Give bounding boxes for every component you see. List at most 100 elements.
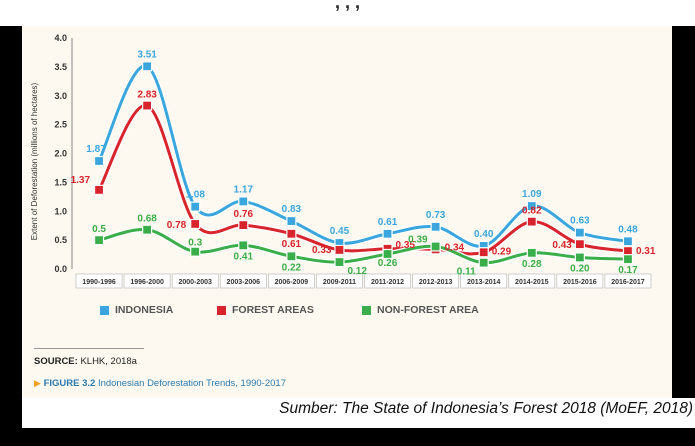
figure-number: FIGURE 3.2 xyxy=(43,378,96,389)
y-tick-label: 0.0 xyxy=(54,264,67,274)
data-label-indonesia: 3.51 xyxy=(137,49,157,60)
data-point-forest xyxy=(142,100,153,111)
data-label-indonesia: 0.45 xyxy=(330,226,350,237)
data-point-nonforest xyxy=(190,246,201,257)
legend-label-nonforest: NON-FOREST AREA xyxy=(377,304,479,316)
legend-swatch-forest xyxy=(217,305,226,315)
figure-panel: Extent of Deforestation (millions of hec… xyxy=(22,26,672,398)
data-point-indonesia xyxy=(93,155,105,167)
data-label-indonesia: 0.83 xyxy=(282,204,302,215)
data-label-indonesia: 0.63 xyxy=(570,216,590,227)
x-tick-box xyxy=(604,273,652,289)
data-label-indonesia: 0.61 xyxy=(378,217,398,228)
data-label-nonforest: 0.26 xyxy=(378,258,398,269)
data-label-nonforest: 0.41 xyxy=(234,251,254,262)
data-point-forest xyxy=(478,247,489,258)
y-tick-label: 3.0 xyxy=(54,91,67,101)
y-tick-label: 0.5 xyxy=(54,235,67,245)
data-label-forest: 1.37 xyxy=(71,175,91,186)
data-label-forest: 2.83 xyxy=(137,90,157,101)
x-tick-box xyxy=(316,273,363,289)
bottom-bar xyxy=(0,428,695,446)
data-point-forest xyxy=(334,244,345,256)
x-tick-box xyxy=(267,273,315,289)
data-label-indonesia: 1.87 xyxy=(86,144,106,155)
legend-item-nonforest: NON-FOREST AREA xyxy=(362,304,479,316)
data-point-forest xyxy=(190,218,201,230)
data-label-nonforest: 0.3 xyxy=(188,238,202,249)
data-label-indonesia: 1.09 xyxy=(522,189,542,200)
x-tick-box xyxy=(123,273,171,289)
y-tick-label: 2.0 xyxy=(54,149,67,159)
x-tick-box xyxy=(75,273,123,289)
data-label-forest: 0.82 xyxy=(522,206,542,217)
data-point-indonesia xyxy=(622,236,634,247)
x-tick-box xyxy=(171,273,219,289)
legend-item-forest: FOREST AREAS xyxy=(217,304,314,316)
data-point-indonesia xyxy=(142,61,153,72)
data-point-nonforest xyxy=(142,224,153,235)
y-axis-title: Extent of Deforestation (millions of hec… xyxy=(30,82,39,240)
x-tick-label: 2009-2011 xyxy=(323,279,356,286)
data-label-indonesia: 0.40 xyxy=(474,229,494,240)
data-point-indonesia xyxy=(382,228,393,239)
data-label-forest: 0.33 xyxy=(312,245,332,256)
data-point-forest xyxy=(526,216,537,227)
data-point-nonforest xyxy=(430,241,441,252)
data-point-indonesia xyxy=(430,221,441,232)
x-tick-label: 1990-1996 xyxy=(82,279,116,286)
data-label-nonforest: 0.28 xyxy=(522,259,542,270)
data-label-forest: 0.31 xyxy=(636,246,656,257)
data-label-nonforest: 0.68 xyxy=(137,214,157,225)
source-label: SOURCE: xyxy=(34,356,78,367)
data-label-forest: 0.76 xyxy=(234,209,254,220)
data-label-forest: 0.34 xyxy=(445,242,465,253)
y-tick-label: 1.5 xyxy=(54,177,67,187)
x-tick-label: 2000-2003 xyxy=(178,279,212,286)
x-tick-box xyxy=(556,273,604,289)
x-tick-label: 2015-2016 xyxy=(563,279,597,286)
data-point-forest xyxy=(286,228,297,239)
data-point-nonforest xyxy=(526,247,537,258)
x-tick-label: 1996-2000 xyxy=(130,279,164,286)
x-tick-box xyxy=(412,273,460,289)
data-point-nonforest xyxy=(238,240,249,251)
series-line-forest xyxy=(97,104,629,256)
data-label-forest: 0.29 xyxy=(492,246,512,257)
data-label-nonforest: 0.22 xyxy=(282,262,302,273)
x-tick-label: 2006-2009 xyxy=(275,279,309,286)
data-label-nonforest: 0.20 xyxy=(570,263,590,274)
x-tick-label: 2013-2014 xyxy=(467,279,501,286)
legend-label-forest: FOREST AREAS xyxy=(232,304,314,316)
top-strip-text: , , , xyxy=(334,0,360,12)
data-label-forest: 0.35 xyxy=(396,240,416,251)
series-line-nonforest xyxy=(98,228,629,265)
data-point-indonesia xyxy=(574,227,585,238)
source-area: Sumber: The State of Indonesia’s Forest … xyxy=(22,398,695,428)
data-point-forest xyxy=(574,239,585,250)
legend-swatch-nonforest xyxy=(362,305,371,315)
data-point-nonforest xyxy=(478,257,489,268)
data-label-indonesia: 1.08 xyxy=(185,190,205,201)
data-label-nonforest: 0.17 xyxy=(618,265,638,276)
source-note: SOURCE: KLHK, 2018a xyxy=(34,356,137,367)
x-tick-label: 2014-2015 xyxy=(515,279,549,286)
data-point-nonforest xyxy=(382,248,393,260)
data-point-indonesia xyxy=(526,200,537,212)
data-point-nonforest xyxy=(93,235,105,246)
data-point-forest xyxy=(93,184,105,195)
data-point-forest xyxy=(238,220,249,231)
data-point-nonforest xyxy=(574,252,585,263)
x-tick-label: 2016-2017 xyxy=(611,279,645,286)
data-label-indonesia: 0.73 xyxy=(426,210,446,221)
legend-swatch-indonesia xyxy=(100,305,109,315)
y-tick-label: 3.5 xyxy=(54,62,67,72)
data-point-indonesia xyxy=(190,201,201,212)
data-label-forest: 0.78 xyxy=(167,220,187,231)
x-tick-label: 2012-2013 xyxy=(419,279,453,286)
source-value: KLHK, 2018a xyxy=(80,356,137,367)
data-label-forest: 0.43 xyxy=(552,240,572,251)
x-tick-label: 2011-2012 xyxy=(371,279,404,286)
data-label-indonesia: 1.17 xyxy=(234,184,254,195)
caption-arrow-icon: ▶ xyxy=(34,378,41,388)
